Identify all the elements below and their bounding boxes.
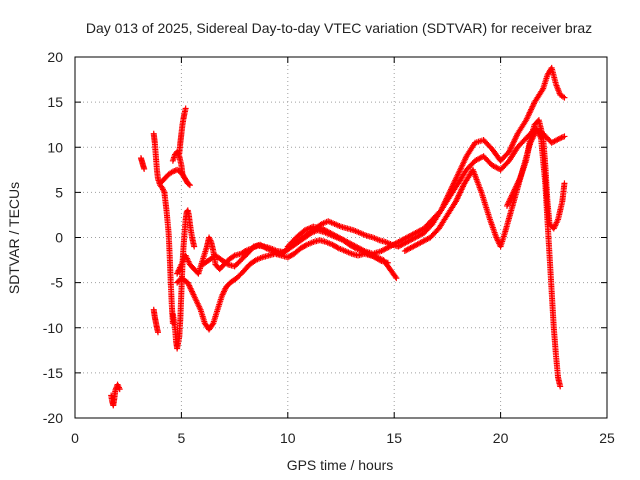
data-point: [302, 242, 309, 249]
y-tick-label: -10: [43, 320, 63, 336]
data-point: [561, 133, 568, 140]
data-series: [169, 148, 186, 178]
data-point: [116, 386, 123, 393]
data-series: [137, 155, 148, 172]
x-tick-label: 0: [71, 430, 79, 446]
x-tick-label: 10: [280, 430, 296, 446]
y-tick-label: 5: [55, 184, 63, 200]
data-point: [230, 253, 237, 260]
data-point: [392, 273, 399, 280]
y-axis-label: SDTVAR / TECUs: [6, 182, 22, 294]
chart-title: Day 013 of 2025, Sidereal Day-to-day VTE…: [86, 20, 592, 36]
x-axis-label: GPS time / hours: [287, 457, 394, 473]
data-series: [503, 117, 568, 232]
data-point: [561, 180, 568, 187]
data-point: [561, 94, 568, 101]
y-tick-label: 0: [55, 230, 63, 246]
y-tick-label: -5: [51, 275, 64, 291]
data-series: [395, 64, 568, 250]
x-tick-label: 5: [178, 430, 186, 446]
data-point: [185, 181, 192, 188]
y-tick-label: 10: [47, 139, 63, 155]
x-tick-label: 25: [599, 430, 615, 446]
data-series: [150, 306, 161, 336]
data-series: [169, 207, 198, 352]
data-point: [393, 275, 400, 282]
data-series: [242, 218, 402, 255]
data-point: [191, 243, 198, 250]
data-point: [334, 244, 341, 251]
x-tick-label: 20: [493, 430, 509, 446]
data-point: [179, 171, 186, 178]
data-point: [557, 383, 564, 390]
data-point: [182, 105, 189, 112]
data-series: [176, 105, 189, 157]
data-point: [377, 257, 384, 264]
data-point: [141, 165, 148, 172]
y-tick-label: -20: [43, 410, 63, 426]
ticks: 0 5 10 15 20 25 20 15 10 5 0 -5 -10 -15 -20: [43, 49, 615, 446]
y-tick-label: 20: [47, 49, 63, 65]
y-tick-label: 15: [47, 94, 63, 110]
x-tick-label: 15: [386, 430, 402, 446]
y-tick-label: -15: [43, 365, 63, 381]
data-points: [108, 64, 568, 409]
data-point: [384, 259, 391, 266]
data-point: [154, 329, 161, 336]
data-point: [209, 321, 216, 328]
data-series: [108, 381, 123, 409]
data-point: [186, 182, 193, 189]
data-point: [223, 260, 230, 267]
